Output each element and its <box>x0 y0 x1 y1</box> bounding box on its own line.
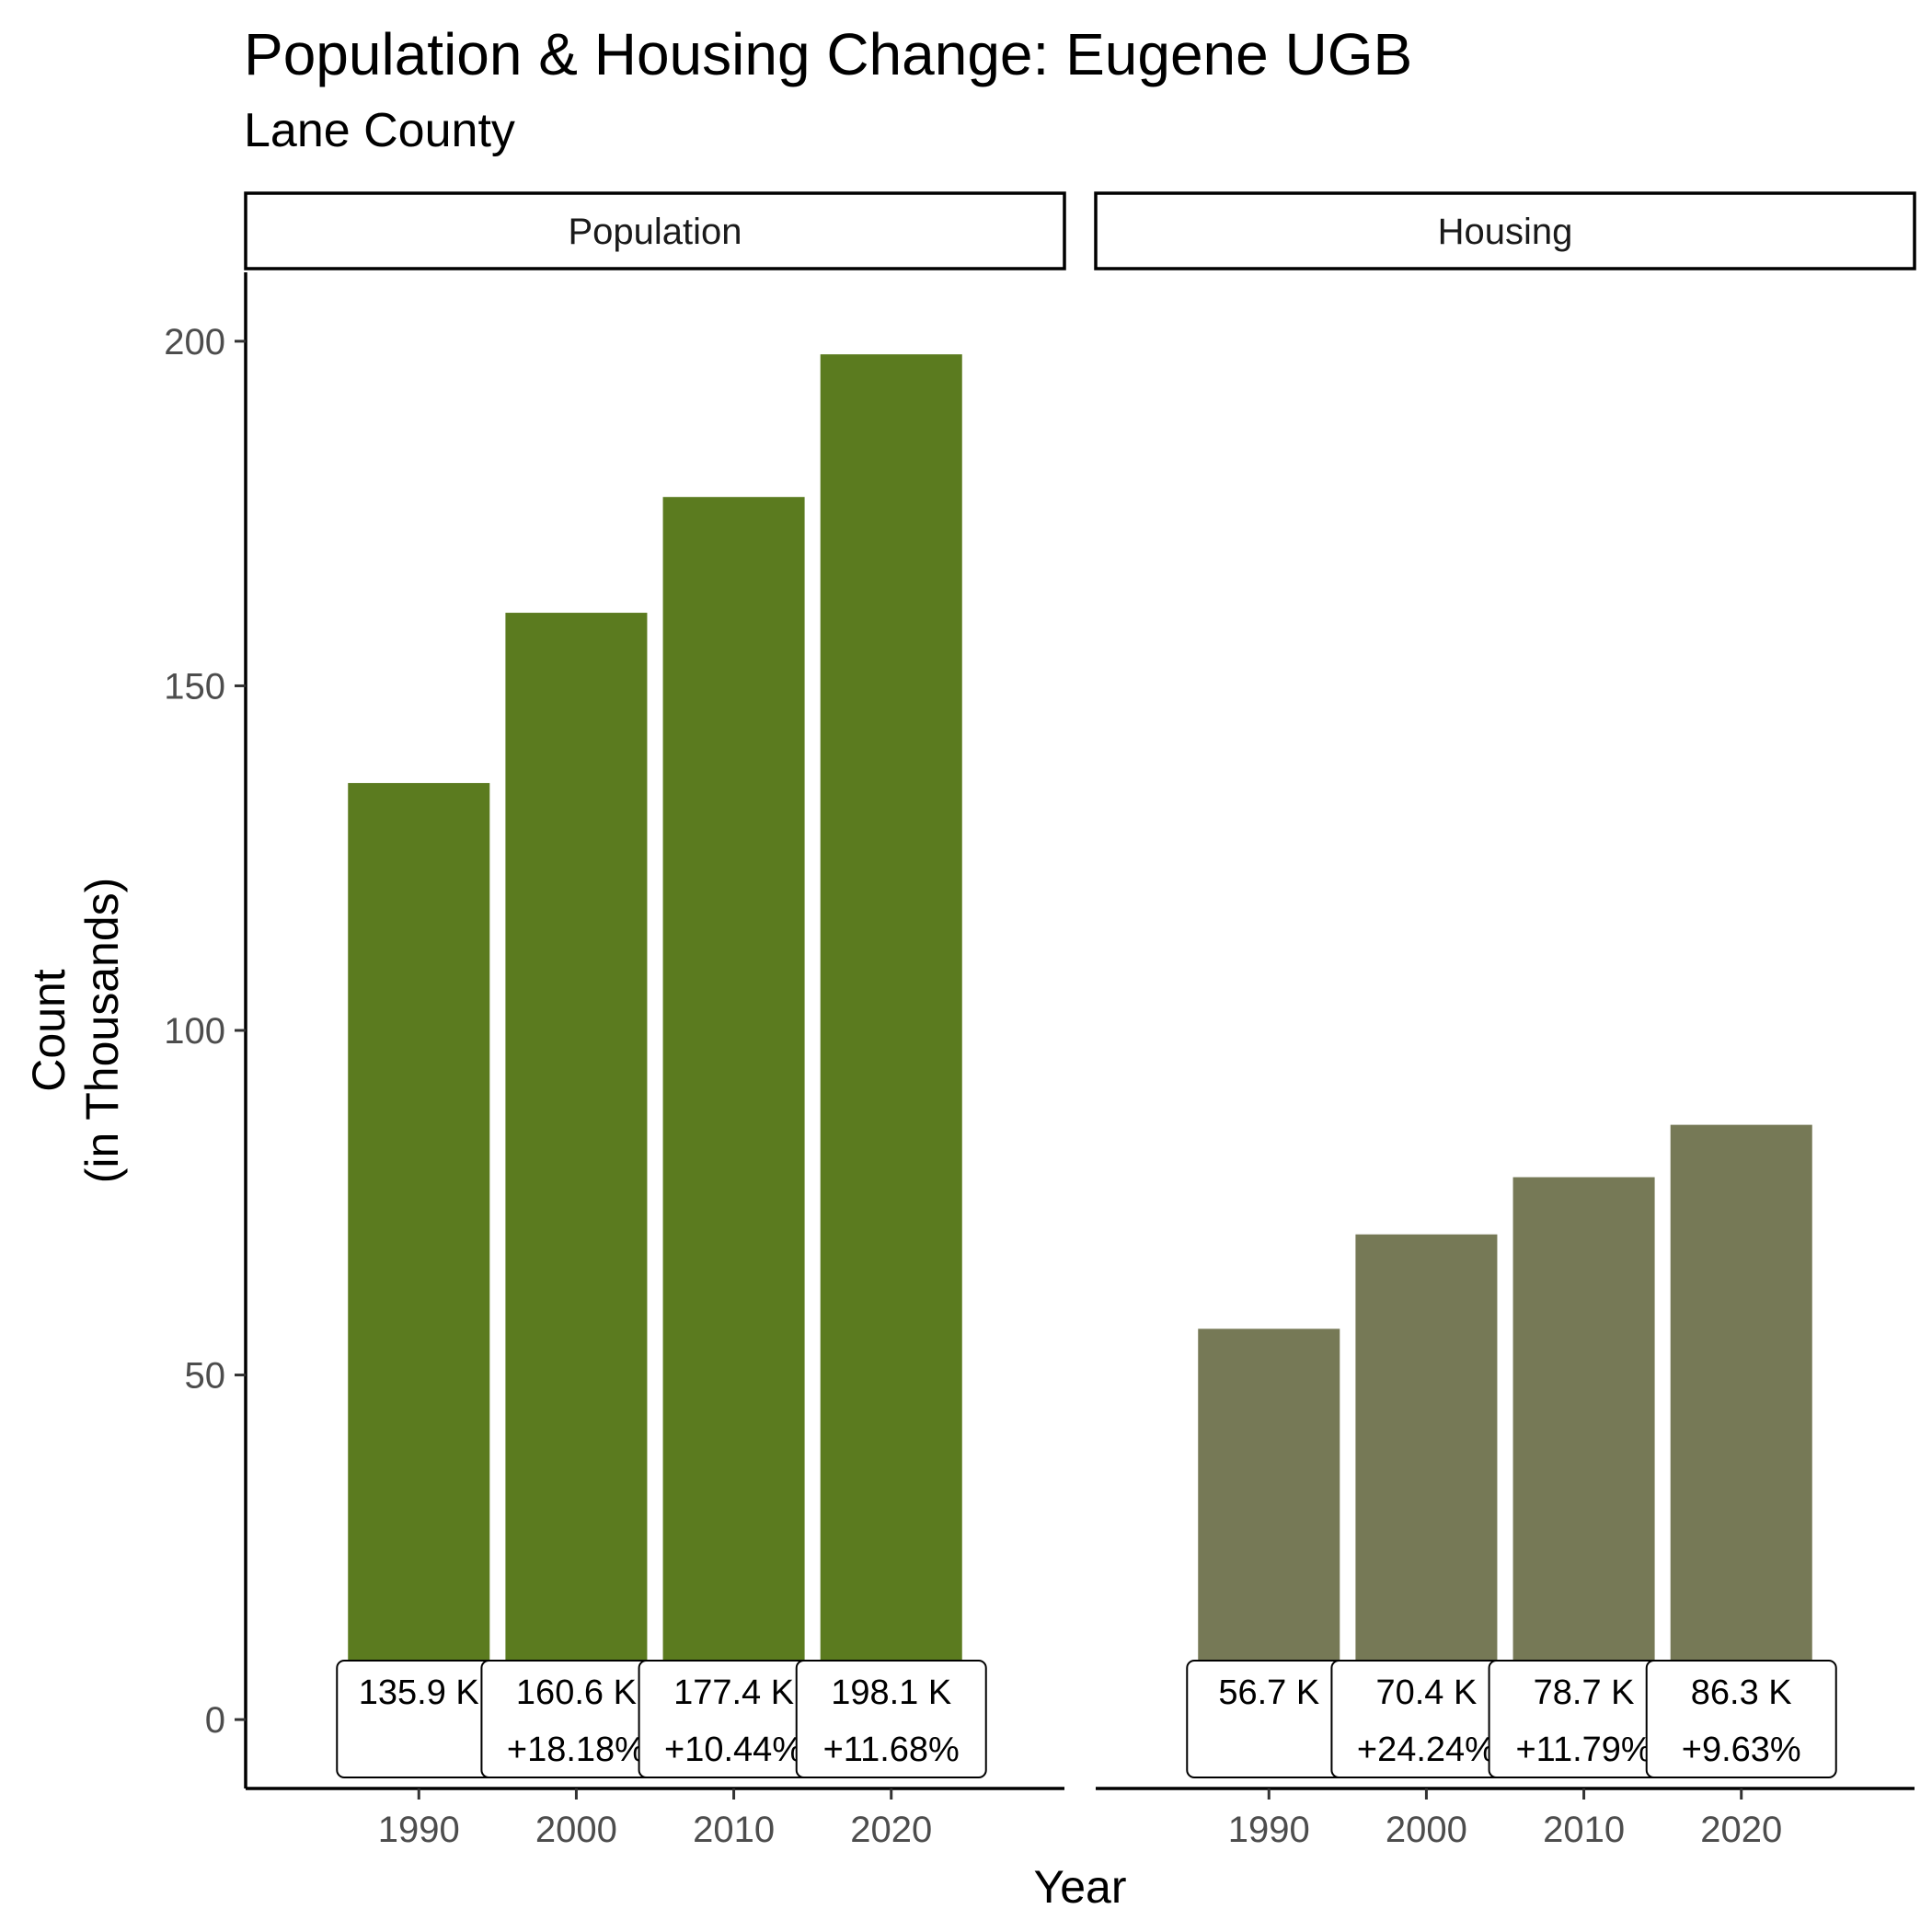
chart-subtitle: Lane County <box>244 104 515 157</box>
bar <box>505 613 648 1720</box>
x-tick-label: 2020 <box>1700 1810 1782 1850</box>
y-tick-label: 0 <box>205 1700 225 1741</box>
facet-strip-label: Housing <box>1438 212 1573 252</box>
y-tick-label: 50 <box>185 1356 226 1397</box>
y-tick-label: 100 <box>164 1011 225 1052</box>
bar <box>1670 1124 1812 1720</box>
data-label-box <box>1645 1660 1837 1778</box>
bar <box>662 497 805 1720</box>
bar <box>348 783 490 1720</box>
x-tick-label: 2020 <box>850 1810 932 1850</box>
bar <box>1355 1234 1498 1720</box>
x-tick-label: 2000 <box>535 1810 617 1850</box>
y-tick-label: 150 <box>164 666 225 707</box>
data-label-value: 160.6 K <box>516 1673 637 1712</box>
bar <box>1512 1177 1655 1720</box>
y-tick-label: 200 <box>164 322 225 362</box>
x-axis-title: Year <box>1033 1861 1126 1913</box>
facet-strip <box>1094 191 1916 270</box>
facet-strip-label: Population <box>568 212 742 252</box>
x-tick-label: 2010 <box>1543 1810 1625 1850</box>
x-tick-label: 1990 <box>1228 1810 1310 1850</box>
y-axis-title: Count(in Thousands) <box>23 878 128 1184</box>
data-label-value: 198.1 K <box>831 1673 951 1712</box>
data-label-box <box>795 1660 987 1778</box>
data-label-change: +9.63% <box>1682 1731 1801 1769</box>
data-label-change: +11.79% <box>1515 1731 1651 1769</box>
data-label-value: 56.7 K <box>1218 1673 1319 1712</box>
bar <box>820 354 962 1720</box>
data-label-change: +24.24% <box>1357 1731 1496 1769</box>
data-label-change: +10.44% <box>664 1731 803 1769</box>
x-tick-label: 1990 <box>378 1810 460 1850</box>
bar <box>1198 1328 1340 1720</box>
facet-strip <box>244 191 1066 270</box>
data-label-value: 86.3 K <box>1691 1673 1792 1712</box>
data-label-change: +18.18% <box>507 1731 646 1769</box>
data-label-value: 70.4 K <box>1375 1673 1477 1712</box>
data-label-value: 78.7 K <box>1534 1673 1635 1712</box>
data-label-change: +11.68% <box>823 1731 960 1769</box>
data-label-value: 177.4 K <box>673 1673 794 1712</box>
x-tick-label: 2000 <box>1386 1810 1467 1850</box>
x-tick-label: 2010 <box>693 1810 775 1850</box>
chart-title: Population & Housing Change: Eugene UGB <box>244 21 1413 87</box>
data-label-value: 135.9 K <box>359 1673 479 1712</box>
y-axis-title-line: (in Thousands) <box>76 878 128 1184</box>
y-axis-title-line: Count <box>23 969 75 1092</box>
